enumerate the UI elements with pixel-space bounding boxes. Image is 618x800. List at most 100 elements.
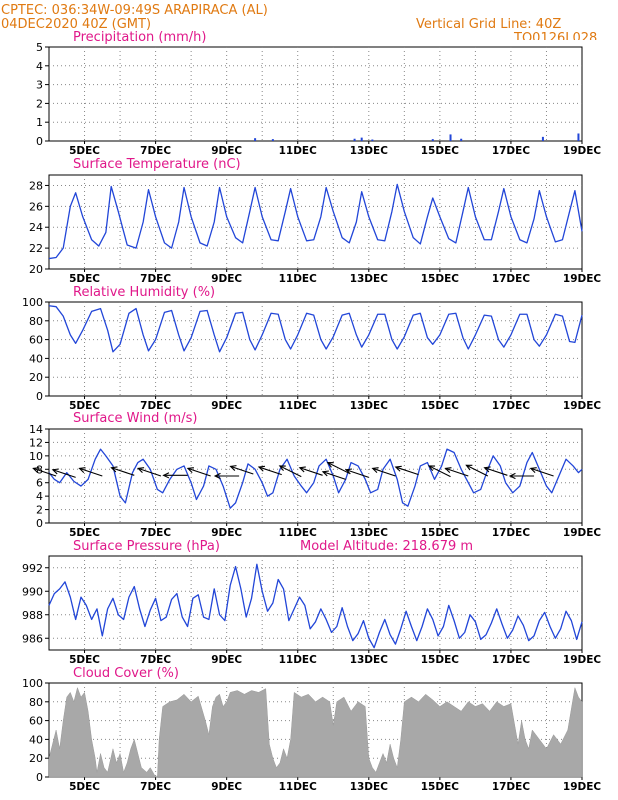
x-tick-label: 17DEC: [492, 781, 531, 793]
y-tick-label: 40: [29, 352, 43, 365]
x-tick-label: 11DEC: [279, 273, 318, 285]
wind-arrow: [229, 465, 254, 475]
series-line: [48, 563, 583, 649]
y-tick-label: 986: [22, 632, 43, 645]
wind-arrow: [278, 465, 302, 478]
precip-bar: [431, 139, 434, 141]
y-tick-label: 4: [36, 490, 43, 503]
precip-bar: [254, 138, 257, 141]
x-tick-label: 13DEC: [350, 273, 389, 285]
plot-frame: [48, 174, 583, 270]
header-vertical-grid: Vertical Grid Line: 40Z: [416, 17, 561, 32]
y-tick-label: 6: [36, 477, 43, 490]
panel-title: Surface Temperature (nC): [73, 157, 241, 172]
header-run-time: 04DEC2020 40Z (GMT): [1, 17, 151, 32]
x-tick-label: 15DEC: [421, 145, 460, 157]
y-tick-label: 100: [22, 296, 43, 309]
wind-arrow: [529, 467, 554, 477]
x-tick-label: 19DEC: [563, 145, 602, 157]
panel-0: Precipitation (mm/h) 0 1 2 3 4 5 5DEC 7DEC 9DEC 11…: [36, 30, 601, 157]
header-band: CPTEC: 036:34W-09:49S ARAPIRACA (AL) 04D…: [1, 3, 597, 40]
plot-frame: [48, 46, 583, 142]
y-tick-label: 24: [29, 221, 43, 234]
y-tick-label: 20: [29, 371, 43, 384]
y-tick-label: 12: [29, 436, 43, 449]
plot-frame: [48, 555, 583, 651]
panel-title: Cloud Cover (%): [73, 666, 179, 681]
y-tick-label: 80: [29, 315, 43, 328]
x-tick-label: 15DEC: [421, 400, 460, 412]
y-tick-label: 100: [22, 677, 43, 690]
y-tick-label: 990: [22, 585, 43, 598]
precip-bar: [449, 134, 452, 141]
x-tick-label: 9DEC: [211, 781, 242, 793]
x-tick-label: 17DEC: [492, 527, 531, 539]
precip-bar: [460, 138, 463, 141]
y-tick-label: 8: [36, 463, 43, 476]
panel-1: Surface Temperature (nC) 20 22 24 26 28 5DEC 7D…: [29, 157, 601, 285]
x-tick-label: 15DEC: [421, 527, 460, 539]
precip-bar: [371, 139, 374, 141]
y-tick-label: 0: [36, 771, 43, 784]
x-tick-label: 9DEC: [211, 145, 242, 157]
x-tick-label: 7DEC: [140, 273, 171, 285]
wind-arrow: [186, 467, 211, 477]
y-tick-label: 60: [29, 715, 43, 728]
panel-2: Relative Humidity (%) 0 20 40 60 80 100 5DEC 7DE…: [22, 285, 601, 412]
x-tick-label: 19DEC: [563, 654, 602, 666]
precip-bar: [271, 139, 274, 141]
wind-arrow: [394, 465, 419, 476]
precip-bar: [577, 133, 580, 141]
series-line: [48, 448, 583, 509]
y-tick-label: 2: [36, 504, 43, 517]
y-tick-label: 40: [29, 733, 43, 746]
series-line: [48, 305, 583, 353]
y-tick-label: 28: [29, 179, 43, 192]
x-tick-label: 19DEC: [563, 400, 602, 412]
wind-arrow: [298, 466, 323, 476]
x-tick-label: 13DEC: [350, 400, 389, 412]
x-tick-label: 13DEC: [350, 527, 389, 539]
y-tick-label: 0: [36, 135, 43, 148]
y-tick-label: 20: [29, 752, 43, 765]
wind-arrow: [162, 472, 188, 479]
x-tick-label: 5DEC: [69, 781, 100, 793]
wind-arrow: [136, 467, 162, 477]
x-tick-label: 17DEC: [492, 400, 531, 412]
panel-title: Surface Wind (m/s): [73, 411, 197, 426]
wind-arrow: [257, 465, 282, 476]
y-tick-label: 10: [29, 450, 43, 463]
y-tick-label: 992: [22, 562, 43, 575]
x-tick-label: 19DEC: [563, 781, 602, 793]
x-tick-label: 9DEC: [211, 527, 242, 539]
wind-arrow: [465, 464, 489, 477]
y-tick-label: 26: [29, 200, 43, 213]
x-tick-label: 5DEC: [69, 400, 100, 412]
x-tick-label: 13DEC: [350, 781, 389, 793]
x-tick-label: 15DEC: [421, 781, 460, 793]
x-tick-label: 9DEC: [211, 400, 242, 412]
wind-arrow: [32, 467, 57, 477]
y-tick-label: 1: [36, 116, 43, 129]
x-tick-label: 5DEC: [69, 145, 100, 157]
precip-bar: [360, 137, 363, 141]
y-tick-label: 3: [36, 79, 43, 92]
y-tick-label: 14: [29, 423, 43, 436]
x-tick-label: 7DEC: [140, 527, 171, 539]
y-tick-label: 988: [22, 609, 43, 622]
x-tick-label: 19DEC: [563, 273, 602, 285]
x-tick-label: 17DEC: [492, 654, 531, 666]
x-tick-label: 7DEC: [140, 654, 171, 666]
x-tick-label: 13DEC: [350, 654, 389, 666]
wind-arrow: [427, 465, 451, 478]
cloud-cover-area: [48, 686, 583, 778]
wind-arrow: [444, 467, 469, 477]
x-tick-label: 11DEC: [279, 527, 318, 539]
y-tick-label: 2: [36, 97, 43, 110]
plot-frame: [48, 428, 583, 524]
precip-bar: [541, 136, 544, 141]
panel-title: Relative Humidity (%): [73, 285, 215, 300]
y-tick-label: 5: [36, 41, 43, 54]
